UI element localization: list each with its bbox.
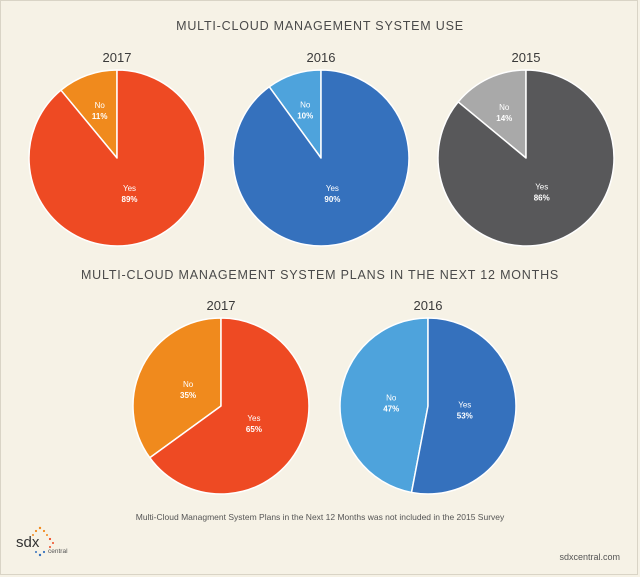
use-section-title: MULTI-CLOUD MANAGEMENT SYSTEM USE	[176, 19, 464, 33]
pie-slice-value: 11%	[92, 112, 108, 121]
pie-slice-value: 53%	[457, 411, 473, 420]
pie-slice-value: 86%	[534, 193, 550, 202]
pie-slice-label: Yes	[247, 414, 260, 423]
pie-slice-no	[457, 69, 527, 159]
pie-slice-yes	[437, 69, 615, 247]
pie-slice-value: 90%	[324, 195, 340, 204]
pie-year-label: 2017	[206, 298, 236, 313]
pie-slice-yes	[28, 69, 206, 247]
site-url[interactable]: sdxcentral.com	[559, 552, 620, 562]
pie-year-label: 2016	[306, 50, 336, 65]
pie-year-label: 2016	[413, 298, 443, 313]
pie-slice-label: Yes	[458, 400, 471, 409]
pie-slice-label: No	[300, 100, 311, 109]
pie-slice-label: Yes	[535, 182, 548, 191]
pie-slice-label: Yes	[326, 184, 339, 193]
footnote: Multi-Cloud Managment System Plans in th…	[135, 512, 505, 522]
pie-slice-yes	[410, 317, 517, 495]
pie-slice-no	[132, 317, 222, 459]
logo-sub-text: central	[48, 548, 68, 555]
pie-slice-label: No	[183, 380, 194, 389]
pie-year-label: 2015	[511, 50, 541, 65]
pie-slice-label: No	[386, 394, 397, 403]
pie-year-label: 2017	[102, 50, 132, 65]
logo-main-text: sdx	[16, 534, 40, 551]
pie-slice-value: 89%	[122, 195, 138, 204]
plans-section-title: MULTI-CLOUD MANAGEMENT SYSTEM PLANS IN T…	[80, 268, 560, 282]
pie-slice-value: 35%	[180, 391, 196, 400]
pie-slice-label: Yes	[123, 184, 136, 193]
pie-slice-value: 65%	[246, 425, 262, 434]
pie-slice-value: 47%	[383, 405, 399, 414]
pie-slice-label: No	[95, 101, 106, 110]
pie-slice-label: No	[499, 103, 510, 112]
pie-slice-value: 10%	[297, 111, 313, 120]
pie-slice-no	[339, 317, 429, 494]
sdxcentral-logo: sdx central	[16, 526, 68, 557]
pie-slice-value: 14%	[496, 114, 512, 123]
pie-slice-yes	[149, 317, 310, 495]
pie-slice-yes	[232, 69, 410, 247]
